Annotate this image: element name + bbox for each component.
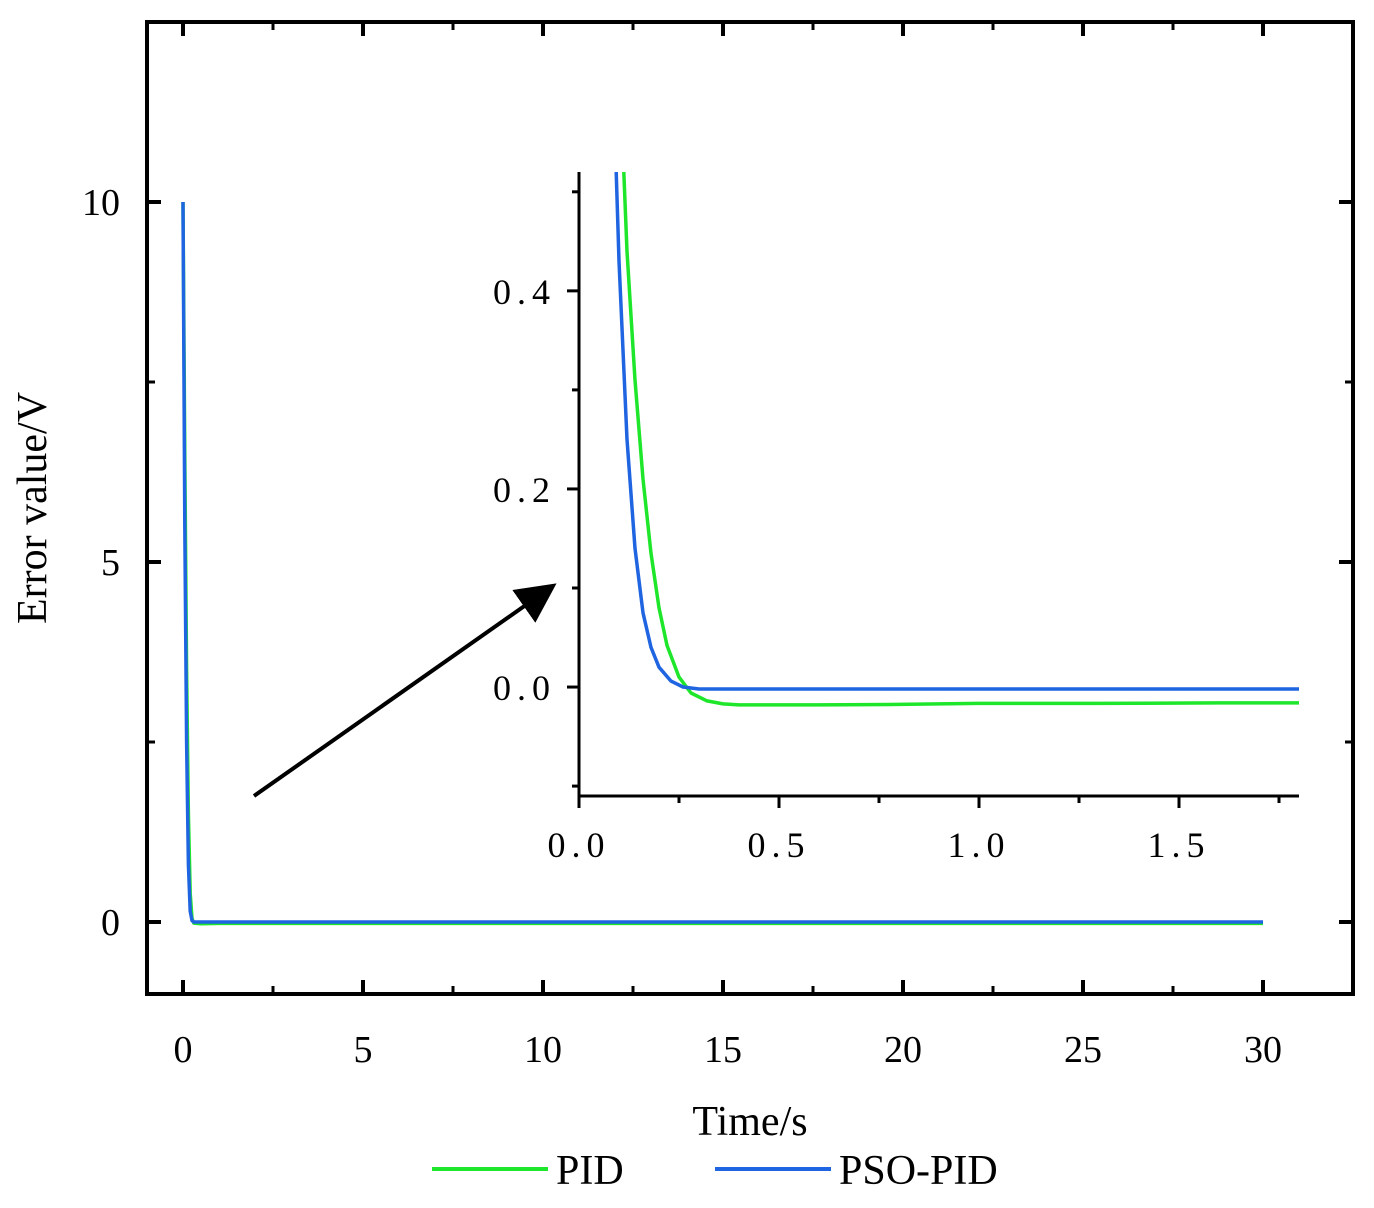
inset-series-pid xyxy=(622,171,1299,707)
main-plot-frame xyxy=(145,20,1355,996)
inset-x-tick-labels: 0.0 0.5 1.0 1.5 xyxy=(548,825,1211,865)
main-y-tick-label: 10 xyxy=(82,182,120,224)
inset-x-tick-label: 0.0 xyxy=(548,825,611,865)
inset-series-pso-pid xyxy=(614,171,1299,691)
inset-y-tick-label: 0.2 xyxy=(493,470,556,510)
inset-background xyxy=(579,172,1299,796)
main-series-pso-pid xyxy=(181,201,1263,924)
legend: PID PSO-PID xyxy=(432,1148,998,1194)
inset-x-tick-label: 1.5 xyxy=(1148,825,1211,865)
inset-y-tick-labels: 0.0 0.2 0.4 xyxy=(493,272,556,708)
main-y-tick-label: 5 xyxy=(101,542,120,584)
zoom-arrow xyxy=(252,583,557,798)
y-axis-title: Error value/V xyxy=(10,392,56,624)
main-x-tick-label: 10 xyxy=(524,1029,562,1071)
main-y-tick-labels: 0 5 10 xyxy=(82,182,120,944)
inset-x-tick-label: 0.5 xyxy=(748,825,811,865)
main-x-tick-label: 5 xyxy=(354,1029,373,1071)
legend-label-pso-pid: PSO-PID xyxy=(839,1148,998,1194)
inset-axis-ticks xyxy=(567,190,1281,808)
main-series-lines xyxy=(181,201,1263,926)
main-x-tick-label: 0 xyxy=(174,1029,193,1071)
legend-label-pid: PID xyxy=(556,1148,624,1194)
inset-series-lines xyxy=(614,171,1299,707)
inset-x-tick-label: 1.0 xyxy=(948,825,1011,865)
main-y-tick-label: 0 xyxy=(101,902,120,944)
main-x-tick-label: 20 xyxy=(884,1029,922,1071)
main-x-tick-labels: 0 5 10 15 20 25 30 xyxy=(174,1029,1283,1071)
inset-y-tick-label: 0.0 xyxy=(493,668,556,708)
main-axis-ticks xyxy=(147,22,1353,994)
x-axis-title: Time/s xyxy=(692,1099,807,1145)
main-x-tick-label: 25 xyxy=(1064,1029,1102,1071)
inset-y-tick-label: 0.4 xyxy=(493,272,556,312)
main-x-tick-label: 15 xyxy=(704,1029,742,1071)
main-x-tick-label: 30 xyxy=(1244,1029,1282,1071)
